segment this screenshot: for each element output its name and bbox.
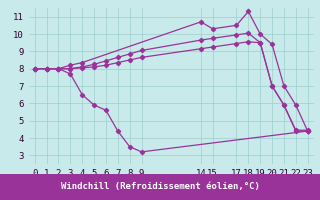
Text: Windchill (Refroidissement éolien,°C): Windchill (Refroidissement éolien,°C) <box>60 182 260 192</box>
